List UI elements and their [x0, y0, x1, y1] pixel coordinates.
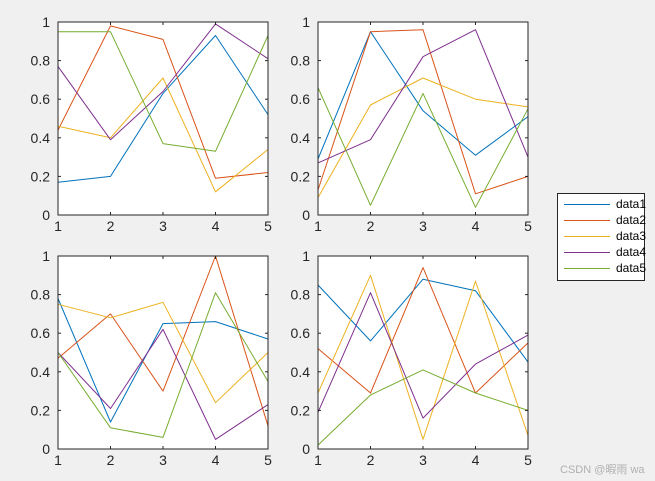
series-line-data4: [57, 328, 269, 440]
y-tick-label: 0.2: [31, 402, 51, 418]
x-tick-label: 5: [264, 452, 272, 468]
legend-item-data3: data3: [558, 228, 646, 244]
y-tick-label: 0.8: [31, 53, 51, 69]
x-tick-label: 2: [107, 218, 115, 234]
y-tick-label: 0.4: [31, 364, 51, 380]
series-line-data3: [57, 301, 269, 404]
watermark: CSDN @暇雨 wa: [560, 464, 645, 476]
plot-area: [318, 22, 528, 215]
y-tick-label: 0.6: [291, 91, 311, 107]
series-line-data4: [57, 23, 269, 141]
legend-label: data3: [616, 229, 647, 243]
series-line-data2: [57, 255, 269, 426]
y-tick-label: 0: [42, 441, 50, 457]
y-tick-label: 0.2: [291, 168, 311, 184]
series-line-data5: [57, 292, 269, 438]
x-tick-label: 3: [159, 452, 167, 468]
y-tick-label: 0.2: [31, 168, 51, 184]
x-tick-label: 2: [367, 452, 375, 468]
y-tick-label: 1: [302, 14, 310, 30]
subplot-4: 1 2 3 4 5 0 0.2 0.4 0.6 0.8 1: [291, 248, 533, 468]
plot-area: [58, 22, 268, 215]
y-tick-label: 0.6: [31, 325, 51, 341]
x-tick-label: 5: [524, 218, 532, 234]
x-tick-label: 4: [212, 218, 220, 234]
x-tick-label: 5: [524, 452, 532, 468]
series-line-data1: [57, 298, 269, 423]
series-line-data5: [317, 87, 529, 208]
series-line-data3: [317, 274, 529, 440]
series-line-data1: [317, 31, 529, 160]
y-tick-label: 0.4: [291, 130, 311, 146]
plot-area: [58, 256, 268, 449]
series-line-data4: [317, 292, 529, 419]
series-line-data1: [317, 278, 529, 363]
x-tick-label: 3: [419, 218, 427, 234]
y-tick-label: 0.2: [291, 402, 311, 418]
legend: data1 data2 data3 data4 data5: [557, 193, 646, 281]
legend-item-data2: data2: [558, 212, 646, 228]
x-tick-label: 1: [54, 218, 62, 234]
subplot-1: 1 2 3 4 5 0 0.2 0.4 0.6 0.8 1: [31, 14, 273, 234]
legend-label: data2: [616, 213, 647, 227]
subplot-3: 1 2 3 4 5 0 0.2 0.4 0.6 0.8 1: [31, 248, 273, 468]
legend-label: data1: [616, 197, 647, 211]
x-tick-label: 4: [472, 218, 480, 234]
legend-item-data1: data1: [558, 196, 646, 212]
y-tick-label: 0.8: [31, 287, 51, 303]
y-tick-label: 0.4: [291, 364, 311, 380]
y-tick-label: 0.6: [31, 91, 51, 107]
y-tick-label: 0.6: [291, 325, 311, 341]
x-tick-label: 1: [314, 452, 322, 468]
y-tick-label: 0: [302, 207, 310, 223]
legend-swatch-data3: [564, 236, 610, 237]
y-tick-label: 1: [42, 14, 50, 30]
series-line-data2: [317, 267, 529, 394]
x-tick-label: 2: [107, 452, 115, 468]
series-line-data5: [317, 369, 529, 446]
x-tick-label: 2: [367, 218, 375, 234]
legend-label: data4: [616, 245, 647, 259]
y-tick-label: 0: [302, 441, 310, 457]
y-tick-label: 1: [302, 248, 310, 264]
legend-swatch-data1: [564, 204, 610, 205]
legend-swatch-data2: [564, 220, 610, 221]
y-tick-label: 0.4: [31, 130, 51, 146]
subplot-2: 1 2 3 4 5 0 0.2 0.4 0.6 0.8 1: [291, 14, 533, 234]
y-tick-label: 1: [42, 248, 50, 264]
y-tick-label: 0: [42, 207, 50, 223]
series-line-data1: [57, 35, 269, 183]
y-tick-label: 0.8: [291, 53, 311, 69]
x-tick-label: 5: [264, 218, 272, 234]
legend-item-data4: data4: [558, 244, 646, 260]
series-line-data2: [57, 25, 269, 179]
x-tick-label: 4: [472, 452, 480, 468]
legend-label: data5: [616, 261, 647, 275]
series-line-data5: [58, 31, 269, 152]
x-tick-label: 1: [314, 218, 322, 234]
legend-swatch-data5: [564, 268, 610, 269]
x-tick-label: 3: [159, 218, 167, 234]
y-tick-label: 0.8: [291, 287, 311, 303]
legend-item-data5: data5: [558, 260, 646, 276]
series-line-data4: [317, 29, 529, 164]
series-line-data3: [317, 77, 529, 198]
x-tick-label: 1: [54, 452, 62, 468]
x-tick-label: 4: [212, 452, 220, 468]
series-line-data3: [57, 77, 269, 193]
legend-swatch-data4: [564, 252, 610, 253]
x-tick-label: 3: [419, 452, 427, 468]
series-line-data2: [317, 29, 529, 195]
